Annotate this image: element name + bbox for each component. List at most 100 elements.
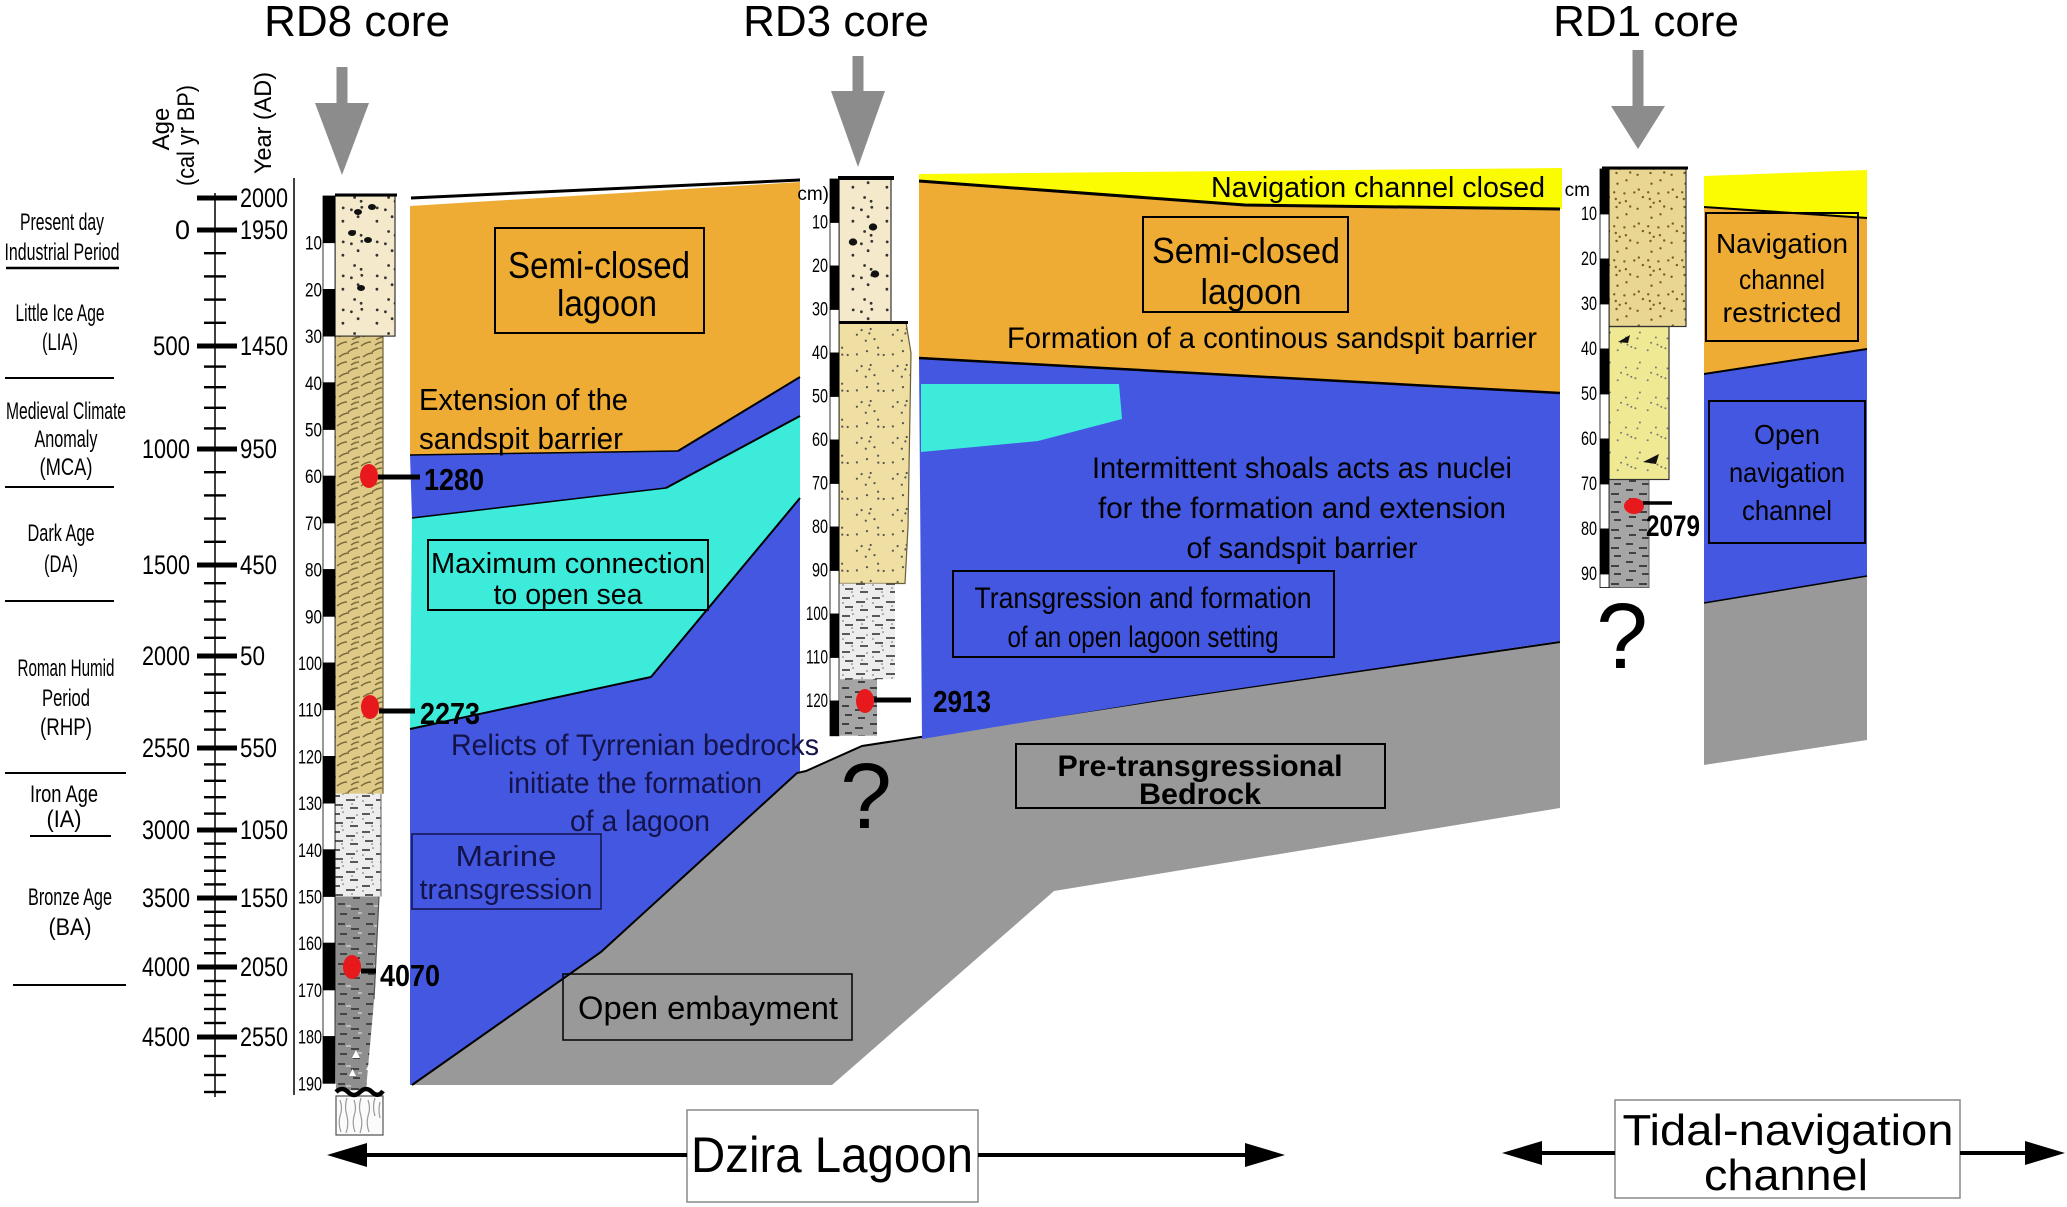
svg-text:(RHP): (RHP)	[40, 714, 92, 741]
svg-text:90: 90	[305, 607, 322, 628]
svg-text:Dzira Lagoon: Dzira Lagoon	[691, 1127, 973, 1183]
svg-text:30: 30	[1581, 294, 1597, 315]
svg-text:4070: 4070	[380, 958, 440, 993]
svg-text:?: ?	[1596, 584, 1648, 688]
svg-text:90: 90	[812, 561, 828, 582]
svg-text:Formation of a continous sands: Formation of a continous sandspit barrie…	[1007, 322, 1537, 355]
svg-text:Semi-closed: Semi-closed	[508, 245, 690, 286]
svg-text:130: 130	[298, 794, 322, 815]
svg-text:channel: channel	[1704, 1151, 1868, 1200]
svg-text:navigation: navigation	[1729, 457, 1845, 488]
svg-text:Anomaly: Anomaly	[35, 426, 98, 453]
svg-text:80: 80	[1581, 519, 1597, 540]
svg-text:lagoon: lagoon	[1201, 271, 1302, 312]
svg-text:Age: Age	[148, 108, 175, 151]
svg-text:70: 70	[1581, 474, 1597, 495]
svg-text:950: 950	[240, 434, 277, 464]
svg-text:80: 80	[305, 561, 322, 582]
svg-text:(DA): (DA)	[44, 551, 78, 578]
svg-text:100: 100	[806, 604, 828, 625]
svg-text:to open sea: to open sea	[494, 579, 644, 611]
svg-text:1950: 1950	[240, 215, 288, 245]
svg-text:Relicts of Tyrrenian bedrocks: Relicts of Tyrrenian bedrocks	[451, 729, 819, 762]
svg-text:Pre-transgressional: Pre-transgressional	[1058, 750, 1343, 783]
svg-text:of an open lagoon setting: of an open lagoon setting	[1008, 621, 1279, 654]
svg-text:110: 110	[298, 701, 322, 722]
svg-text:0: 0	[175, 215, 190, 245]
svg-text:Tidal-navigation: Tidal-navigation	[1623, 1106, 1954, 1155]
svg-text:50: 50	[812, 387, 828, 408]
svg-text:50: 50	[305, 421, 322, 442]
svg-text:2550: 2550	[142, 733, 190, 763]
svg-text:RD1 core: RD1 core	[1553, 0, 1739, 46]
svg-text:Extension of the: Extension of the	[419, 382, 628, 417]
svg-text:Intermittent shoals acts as nu: Intermittent shoals acts as nuclei	[1092, 452, 1512, 485]
svg-text:90: 90	[1581, 564, 1597, 585]
svg-text:4000: 4000	[142, 952, 190, 982]
svg-text:20: 20	[812, 256, 828, 277]
svg-text:2000: 2000	[240, 183, 288, 213]
svg-text:30: 30	[812, 300, 828, 321]
svg-text:50: 50	[240, 641, 265, 671]
svg-text:channel: channel	[1742, 495, 1832, 526]
svg-text:1500: 1500	[142, 550, 190, 580]
svg-text:40: 40	[1581, 339, 1597, 360]
svg-text:Open embayment: Open embayment	[578, 990, 838, 1026]
svg-text:Present day: Present day	[20, 209, 104, 236]
svg-text:Industrial Period: Industrial Period	[5, 239, 120, 266]
svg-text:1280: 1280	[424, 462, 484, 497]
svg-text:1000: 1000	[142, 434, 190, 464]
svg-text:1450: 1450	[240, 331, 288, 361]
svg-text:Period: Period	[42, 685, 90, 712]
svg-text:180: 180	[298, 1028, 322, 1049]
svg-text:50: 50	[1581, 384, 1597, 405]
svg-text:of sandspit barrier: of sandspit barrier	[1187, 532, 1418, 565]
svg-text:40: 40	[305, 374, 322, 395]
svg-text:40: 40	[812, 343, 828, 364]
svg-text:70: 70	[305, 514, 322, 535]
svg-text:70: 70	[812, 474, 828, 495]
svg-text:Roman Humid: Roman Humid	[18, 655, 115, 682]
svg-text:1550: 1550	[240, 883, 288, 913]
svg-text:500: 500	[153, 331, 190, 361]
svg-text:2273: 2273	[420, 696, 480, 731]
svg-text:3000: 3000	[142, 815, 190, 845]
svg-text:30: 30	[305, 327, 322, 348]
svg-text:Navigation channel closed: Navigation channel closed	[1211, 172, 1545, 204]
svg-text:1050: 1050	[240, 815, 288, 845]
svg-text:120: 120	[298, 747, 322, 768]
svg-text:Maximum connection: Maximum connection	[431, 548, 705, 580]
svg-text:2050: 2050	[240, 952, 288, 982]
svg-text:initiate the formation: initiate the formation	[508, 767, 762, 800]
svg-text:Bedrock: Bedrock	[1139, 778, 1261, 811]
svg-text:(BA): (BA)	[49, 914, 92, 941]
svg-text:60: 60	[1581, 429, 1597, 450]
svg-text:160: 160	[298, 934, 322, 955]
svg-text:Medieval Climate: Medieval Climate	[6, 398, 126, 425]
svg-text:Bronze Age: Bronze Age	[28, 884, 112, 911]
svg-text:transgression: transgression	[420, 874, 593, 906]
svg-text:RD3 core: RD3 core	[743, 0, 929, 46]
svg-text:10: 10	[1581, 204, 1597, 225]
svg-text:Open: Open	[1754, 419, 1820, 450]
svg-text:550: 550	[240, 733, 277, 763]
svg-text:100: 100	[298, 654, 322, 675]
svg-text:RD8 core: RD8 core	[264, 0, 450, 46]
svg-text:20: 20	[305, 280, 322, 301]
svg-text:110: 110	[806, 648, 828, 669]
svg-text:channel: channel	[1739, 264, 1825, 295]
svg-text:Little Ice Age: Little Ice Age	[16, 300, 105, 327]
svg-text:60: 60	[305, 467, 322, 488]
svg-text:(LIA): (LIA)	[42, 329, 78, 356]
svg-text:170: 170	[298, 981, 322, 1002]
svg-text:(cal yr BP): (cal yr BP)	[173, 85, 200, 186]
svg-text:of a lagoon: of a lagoon	[570, 805, 710, 838]
svg-text:80: 80	[812, 517, 828, 538]
svg-text:2079: 2079	[1646, 510, 1700, 543]
svg-text:2550: 2550	[240, 1022, 288, 1052]
svg-text:(IA): (IA)	[47, 806, 82, 833]
svg-text:Transgression and formation: Transgression and formation	[975, 582, 1312, 615]
svg-text:20: 20	[1581, 249, 1597, 270]
svg-text:3500: 3500	[142, 883, 190, 913]
svg-text:60: 60	[812, 430, 828, 451]
